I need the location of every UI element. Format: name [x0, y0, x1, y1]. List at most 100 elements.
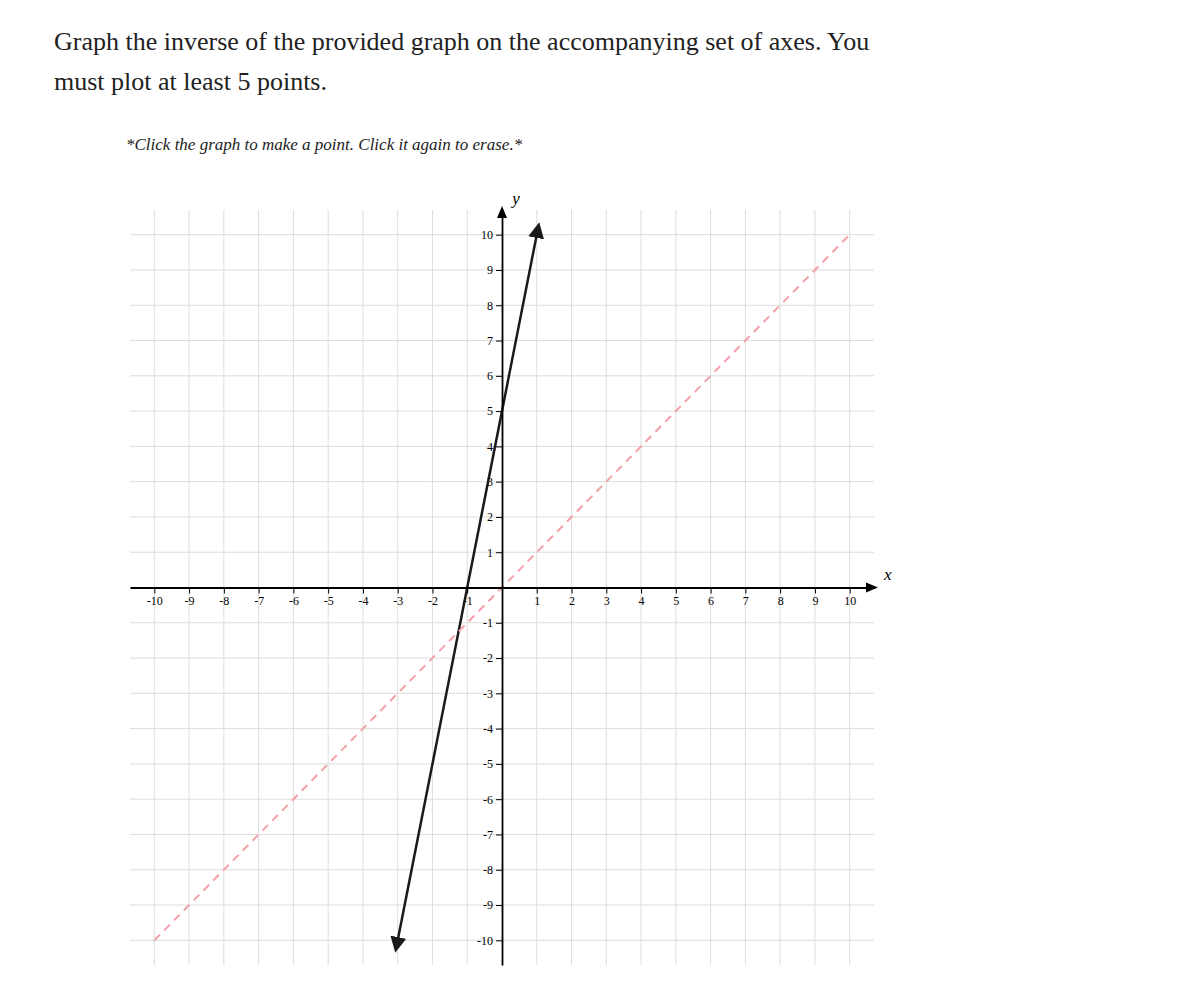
x-tick-label: 6 [708, 594, 714, 608]
y-tick: 6 [487, 369, 502, 383]
y-tick-label: -8 [483, 863, 493, 877]
y-tick-mark [496, 799, 502, 800]
y-tick-mark [496, 905, 502, 906]
title: Graph the inverse of the provided graph … [54, 27, 869, 56]
x-tick-label: 4 [639, 594, 645, 608]
x-tick-mark [363, 588, 364, 594]
x-tick-mark [606, 588, 607, 594]
x-tick: -4 [358, 588, 368, 609]
x-tick-label: -1 [463, 594, 473, 608]
x-tick-label: -7 [254, 594, 264, 608]
x-tick: 4 [639, 588, 645, 609]
y-tick-mark [496, 517, 502, 518]
y-tick-mark [496, 623, 502, 624]
y-tick-label: -10 [477, 934, 493, 948]
x-tick: 10 [844, 588, 856, 609]
y-axis-line [502, 211, 504, 966]
y-tick: -10 [477, 934, 502, 948]
y-tick: 3 [487, 475, 502, 489]
y-tick-label: 2 [487, 510, 493, 524]
y-tick-mark [496, 870, 502, 871]
y-tick-label: -1 [483, 616, 493, 630]
y-tick: -9 [483, 898, 502, 912]
x-tick: 1 [534, 588, 540, 609]
y-tick-mark [496, 341, 502, 342]
y-tick: 4 [487, 440, 502, 454]
y-tick-label: 4 [487, 440, 493, 454]
y-tick-mark [496, 305, 502, 306]
y-tick-label: 6 [487, 369, 493, 383]
y-tick-label: 7 [487, 334, 493, 348]
y-axis-label: y [510, 189, 520, 208]
title: must plot at least 5 points. [54, 67, 327, 96]
x-tick: -3 [393, 588, 403, 609]
x-tick-mark [154, 588, 155, 594]
x-tick-label: -10 [147, 594, 163, 608]
x-tick-mark [259, 588, 260, 594]
x-tick: -2 [428, 588, 438, 609]
x-tick-label: 10 [844, 594, 856, 608]
x-tick-mark [815, 588, 816, 594]
x-tick-label: 9 [812, 594, 818, 608]
x-tick: 8 [778, 588, 784, 609]
x-tick: -7 [254, 588, 264, 609]
y-tick-mark [496, 834, 502, 835]
x-tick-label: -4 [358, 594, 368, 608]
y-tick: -7 [483, 828, 502, 842]
y-tick-label: 8 [487, 299, 493, 313]
y-tick-label: -6 [483, 793, 493, 807]
y-tick: -2 [483, 651, 502, 665]
x-tick: -8 [219, 588, 229, 609]
x-tick-mark [398, 588, 399, 594]
x-tick-mark [711, 588, 712, 594]
chart: Graph the inverse of the provided graph … [0, 0, 1200, 989]
x-tick-mark [537, 588, 538, 594]
x-tick-label: -3 [393, 594, 403, 608]
y-tick-mark [496, 729, 502, 730]
x-tick-label: 1 [534, 594, 540, 608]
x-axis-arrow [866, 583, 878, 593]
x-tick: -9 [185, 588, 195, 609]
x-tick-mark [572, 588, 573, 594]
x-tick: -5 [324, 588, 334, 609]
x-tick-label: 7 [743, 594, 749, 608]
x-tick-label: 5 [673, 594, 679, 608]
y-tick-mark [496, 482, 502, 483]
x-tick-label: 2 [569, 594, 575, 608]
y-tick-label: -5 [483, 757, 493, 771]
x-tick-mark [641, 588, 642, 594]
x-tick-mark [780, 588, 781, 594]
y-axis-arrow [497, 206, 507, 218]
x-tick-label: -5 [324, 594, 334, 608]
x-tick-mark [293, 588, 294, 594]
x-tick-mark [432, 588, 433, 594]
y-tick-mark [496, 411, 502, 412]
y-tick: 8 [487, 299, 502, 313]
x-tick-mark [676, 588, 677, 594]
y-tick-mark [496, 235, 502, 236]
x-tick: -1 [463, 588, 473, 609]
y-tick: 10 [481, 228, 502, 242]
y-tick: 7 [487, 334, 502, 348]
x-tick: 7 [743, 588, 749, 609]
y-tick-mark [496, 552, 502, 553]
y-tick-mark [496, 658, 502, 659]
x-tick: -6 [289, 588, 299, 609]
y-tick-label: 5 [487, 404, 493, 418]
y-tick: -1 [483, 616, 502, 630]
x-tick-mark [467, 588, 468, 594]
y-tick: 2 [487, 510, 502, 524]
x-tick-mark [224, 588, 225, 594]
y-axis: -10-9-8-7-6-5-4-3-2-112345678910 [477, 211, 503, 966]
subtitle: *Click the graph to make a point. Click … [126, 135, 523, 154]
x-tick: 9 [812, 588, 818, 609]
x-tick-label: -8 [219, 594, 229, 608]
y-tick-label: 1 [487, 546, 493, 560]
x-tick-mark [328, 588, 329, 594]
y-tick: -3 [483, 687, 502, 701]
x-tick: 6 [708, 588, 714, 609]
y-tick-mark [496, 693, 502, 694]
y-tick: -8 [483, 863, 502, 877]
y-tick-label: 9 [487, 263, 493, 277]
x-tick: 3 [604, 588, 610, 609]
